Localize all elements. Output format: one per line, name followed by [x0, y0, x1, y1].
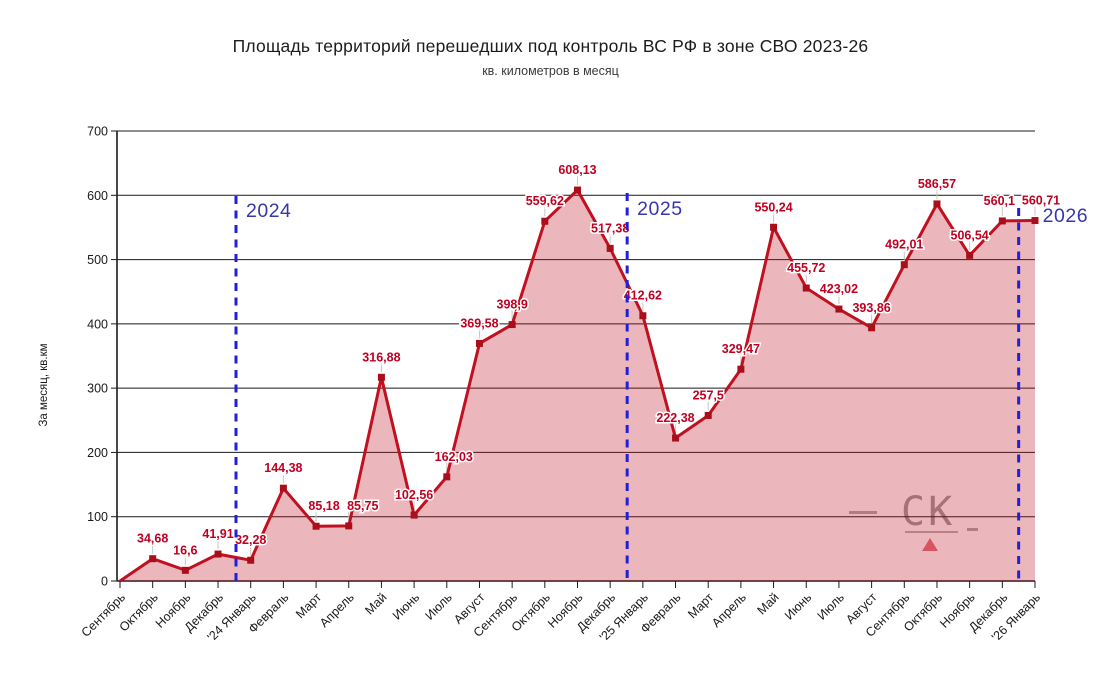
data-point-marker [900, 261, 908, 269]
data-point-marker [410, 511, 418, 519]
data-point-marker [737, 365, 745, 373]
y-tick-label: 500 [87, 253, 108, 267]
data-point-label: 41,91 [202, 527, 233, 541]
data-point-label: 144,38 [264, 461, 302, 475]
chart-subtitle: кв. километров в месяц [482, 64, 619, 78]
x-tick-label: Май [362, 590, 389, 617]
y-tick-label: 600 [87, 189, 108, 203]
data-point-marker [214, 550, 222, 558]
data-point-label: 586,57 [918, 177, 956, 191]
data-point-marker [149, 555, 157, 563]
watermark-triangle-icon [922, 538, 938, 551]
data-point-label: 412,62 [624, 289, 662, 303]
data-point-label: 608,13 [558, 163, 596, 177]
data-point-label: 102,56 [395, 488, 433, 502]
data-point-marker [672, 434, 680, 442]
y-tick-label: 400 [87, 317, 108, 331]
y-tick-label: 100 [87, 510, 108, 524]
data-point-label: 559,62 [526, 194, 564, 208]
data-point-marker [541, 217, 549, 225]
area-fill [120, 190, 1035, 581]
data-point-label: 560,1 [984, 194, 1015, 208]
x-tick-label: Сентябрь [79, 590, 128, 639]
watermark-logo-text: СК [901, 489, 956, 535]
data-point-label: 329,47 [722, 342, 760, 356]
y-tick-label: 300 [87, 382, 108, 396]
data-point-marker [835, 305, 843, 313]
year-label: 2025 [637, 198, 682, 220]
data-point-marker [377, 373, 385, 381]
data-point-label: 517,38 [591, 221, 629, 235]
data-point-marker [475, 339, 483, 347]
data-point-marker [181, 566, 189, 574]
data-point-marker [345, 522, 353, 530]
x-tick-label: Июль [422, 590, 454, 622]
data-point-marker [574, 186, 581, 194]
x-tick-label: Июль [815, 590, 847, 622]
data-point-label: 34,68 [137, 532, 168, 546]
data-point-marker [279, 484, 287, 492]
data-point-label: 455,72 [787, 261, 825, 275]
data-point-label: 85,18 [308, 499, 339, 513]
x-tick-label: Июнь [390, 590, 422, 622]
data-point-label: 560,71 [1022, 194, 1060, 208]
data-point-marker [770, 223, 778, 231]
watermark-underline [905, 531, 958, 533]
data-point-label: 369,58 [460, 316, 498, 330]
x-tick-label: Апрель [709, 590, 749, 630]
data-point-marker [966, 251, 974, 259]
data-point-marker [312, 522, 320, 530]
y-tick-label: 200 [87, 446, 108, 460]
data-point-marker [639, 312, 647, 320]
data-point-label: 257,5 [693, 388, 724, 402]
data-point-label: 398,9 [497, 298, 528, 312]
x-tick-label: Июнь [782, 590, 814, 622]
data-point-label: 85,75 [347, 499, 378, 513]
data-point-label: 162,03 [435, 450, 473, 464]
data-point-marker [1031, 217, 1039, 225]
data-point-marker [247, 556, 255, 564]
data-point-label: 506,54 [951, 228, 989, 242]
data-point-label: 492,01 [885, 238, 923, 252]
data-point-marker [443, 473, 451, 481]
data-point-marker [606, 244, 614, 252]
watermark-underscore [967, 528, 978, 531]
chart-title: Площадь территорий перешедших под контро… [232, 36, 869, 56]
y-tick-label: 700 [87, 125, 108, 139]
data-point-label: 550,24 [754, 200, 792, 214]
data-point-label: 316,88 [362, 350, 400, 364]
x-tick-label: Май [754, 590, 781, 617]
x-tick-label: Апрель [317, 590, 357, 630]
data-point-label: 16,6 [173, 543, 197, 557]
data-point-label: 222,38 [656, 411, 694, 425]
data-point-marker [704, 411, 712, 419]
year-label: 2024 [246, 200, 291, 222]
watermark-dash [849, 511, 877, 514]
data-point-marker [508, 321, 516, 329]
data-point-marker [933, 200, 941, 208]
data-point-marker [868, 324, 876, 332]
data-point-label: 393,86 [852, 301, 890, 315]
data-point-label: 32,28 [235, 533, 266, 547]
data-point-label: 423,02 [820, 282, 858, 296]
y-tick-label: 0 [101, 575, 108, 589]
data-point-marker [802, 284, 810, 292]
year-label: 2026 [1043, 205, 1088, 227]
data-point-marker [998, 217, 1006, 225]
